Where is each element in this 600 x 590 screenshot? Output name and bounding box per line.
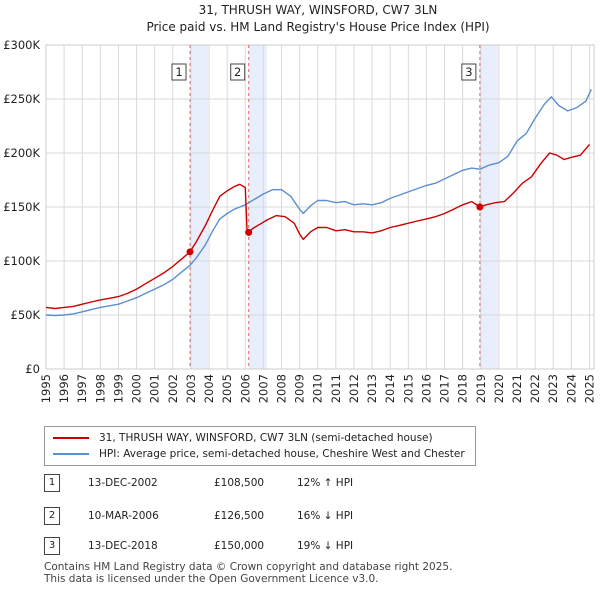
sale-label-number: 1: [175, 65, 182, 79]
transaction-date: 13-DEC-2002: [88, 477, 158, 489]
x-tick-label: 2002: [166, 374, 180, 403]
plot-frame: [45, 44, 595, 370]
transaction-price: £150,000: [214, 540, 265, 552]
y-tick-label: £100K: [3, 254, 40, 268]
sale-label-number: 3: [465, 65, 472, 79]
x-tick-label: 2023: [546, 374, 560, 403]
x-tick-label: 2019: [474, 374, 488, 403]
transaction-number: 2: [44, 507, 60, 525]
series-line-property: [45, 143, 591, 310]
x-tick-label: 1996: [57, 374, 71, 403]
x-tick-label: 2007: [256, 374, 270, 403]
sale-label-box: [230, 63, 246, 81]
transaction-hpi-diff: 19% ↓ HPI: [297, 540, 354, 552]
x-tick-label: 2013: [365, 374, 379, 403]
x-tick-label: 2006: [238, 374, 252, 403]
y-tick-label: £250K: [3, 92, 40, 106]
x-tick-label: 2024: [564, 374, 578, 403]
footer-attribution: Contains HM Land Registry data © Crown c…: [44, 561, 452, 585]
x-tick-label: 1999: [111, 374, 125, 403]
sale-point: [245, 228, 253, 236]
x-tick-label: 2004: [202, 374, 216, 403]
x-tick-label: 2021: [510, 374, 524, 403]
chart-series: [45, 89, 592, 317]
transaction-hpi-diff: 12% ↑ HPI: [297, 477, 354, 489]
chart-subtitle: Price paid vs. HM Land Registry's House …: [146, 20, 489, 34]
chart-legend: 31, THRUSH WAY, WINSFORD, CW7 3LN (semi-…: [44, 426, 476, 466]
transaction-date: 10-MAR-2006: [88, 510, 159, 522]
legend-swatch-hpi: [53, 453, 89, 455]
x-tick-label: 2012: [347, 374, 361, 403]
y-tick-label: £50K: [11, 308, 41, 322]
x-tick-label: 2015: [401, 374, 415, 403]
sale-label-number: 2: [234, 65, 241, 79]
x-tick-label: 2020: [492, 374, 506, 403]
sale-label-box: [461, 63, 477, 81]
sale-point: [476, 203, 484, 211]
legend-label-property: 31, THRUSH WAY, WINSFORD, CW7 3LN (semi-…: [99, 432, 433, 444]
x-tick-label: 2018: [456, 374, 470, 403]
x-tick-label: 2009: [293, 374, 307, 403]
x-tick-label: 1995: [39, 374, 53, 403]
x-tick-label: 2010: [311, 374, 325, 403]
chart-title: 31, THRUSH WAY, WINSFORD, CW7 3LN: [199, 3, 438, 17]
transaction-hpi-diff: 16% ↓ HPI: [297, 510, 354, 522]
x-tick-label: 2022: [528, 374, 542, 403]
y-tick-label: £200K: [3, 146, 40, 160]
sale-label-box: [171, 63, 187, 81]
sale-point: [186, 248, 194, 256]
y-tick-label: £0: [25, 362, 40, 376]
x-tick-label: 2000: [130, 374, 144, 403]
price-chart: 31, THRUSH WAY, WINSFORD, CW7 3LN Price …: [3, 3, 596, 403]
y-tick-label: £150K: [3, 200, 40, 214]
x-tick-label: 1998: [93, 374, 107, 403]
x-tick-label: 2008: [275, 374, 289, 403]
x-tick-label: 2016: [419, 374, 433, 403]
x-tick-label: 2025: [582, 374, 596, 403]
y-axis-ticks: £0 £50K £100K £150K £200K £250K £300K: [3, 38, 40, 376]
footer-line-1: Contains HM Land Registry data © Crown c…: [44, 561, 453, 573]
x-tick-label: 2003: [184, 374, 198, 403]
transaction-price: £126,500: [214, 510, 265, 522]
x-tick-label: 2005: [220, 374, 234, 403]
x-tick-label: 2017: [438, 374, 452, 403]
footer-line-2: This data is licensed under the Open Gov…: [44, 573, 379, 585]
legend-label-hpi: HPI: Average price, semi-detached house,…: [99, 448, 465, 460]
transaction-price: £108,500: [214, 477, 265, 489]
x-tick-label: 2014: [383, 374, 397, 403]
sale-markers: 1 2 3: [171, 63, 477, 81]
series-line-hpi: [45, 89, 592, 317]
transaction-number: 3: [44, 537, 60, 555]
x-tick-label: 2001: [148, 374, 162, 403]
transaction-date: 13-DEC-2018: [88, 540, 158, 552]
chart-grid: [45, 44, 595, 370]
transaction-number: 1: [44, 474, 60, 492]
legend-swatch-property: [53, 437, 89, 439]
x-tick-label: 1997: [75, 374, 89, 403]
x-tick-label: 2011: [329, 374, 343, 403]
y-tick-label: £300K: [3, 38, 40, 52]
x-axis-ticks: 1995 1996 1997 1998 1999 2000 2001 2002 2003 2004…: [39, 374, 596, 403]
